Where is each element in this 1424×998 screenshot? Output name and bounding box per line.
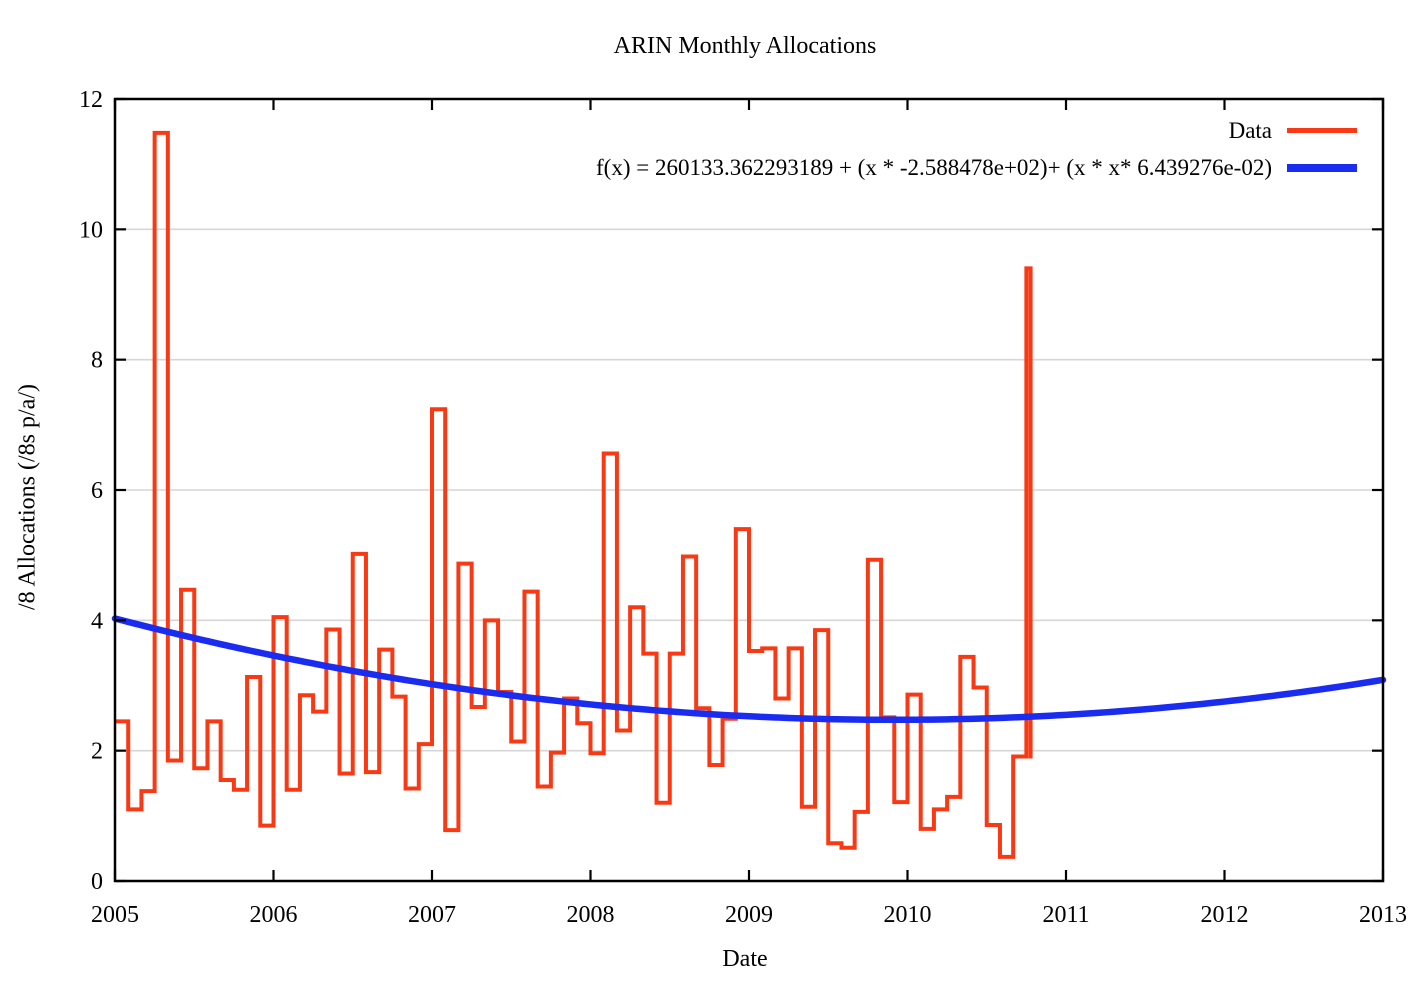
- svg-text:2013: 2013: [1359, 902, 1407, 928]
- svg-text:0: 0: [91, 869, 103, 895]
- svg-text:2005: 2005: [91, 902, 139, 928]
- x-axis-label: Date: [722, 946, 768, 972]
- legend-line-fit-swatch: [1287, 163, 1357, 172]
- svg-text:2009: 2009: [725, 902, 773, 928]
- data-series-path: [115, 130, 1033, 859]
- legend-line-data-swatch: [1287, 128, 1357, 133]
- legend: Data f(x) = 260133.362293189 + (x * -2.5…: [596, 112, 1357, 186]
- svg-text:8: 8: [91, 348, 103, 374]
- fit-curve-path: [111, 615, 1387, 724]
- svg-text:2007: 2007: [408, 902, 456, 928]
- svg-text:2010: 2010: [884, 902, 932, 928]
- svg-text:2012: 2012: [1201, 902, 1249, 928]
- chart-title: ARIN Monthly Allocations: [613, 33, 877, 59]
- y-axis-label: /8 Allocations (/8s p/a/): [14, 384, 41, 610]
- svg-text:10: 10: [79, 217, 103, 243]
- x-tick-labels: 2005 2006 2007 2008 2009 2010 2011 2012 2013: [91, 902, 1407, 928]
- legend-row-fit: f(x) = 260133.362293189 + (x * -2.588478…: [596, 149, 1357, 186]
- grid-lines: [115, 228, 1383, 752]
- svg-text:6: 6: [91, 478, 103, 504]
- svg-text:12: 12: [79, 87, 103, 113]
- legend-row-data: Data: [596, 112, 1357, 149]
- plot-border: [113, 97, 1385, 883]
- svg-text:2: 2: [91, 739, 103, 765]
- y-tick-labels: 0 2 4 6 8 10 12: [79, 87, 103, 895]
- svg-text:2006: 2006: [250, 902, 298, 928]
- legend-label-data: Data: [1228, 117, 1272, 143]
- svg-text:4: 4: [91, 608, 103, 634]
- legend-label-fit: f(x) = 260133.362293189 + (x * -2.588478…: [596, 154, 1272, 180]
- svg-text:2011: 2011: [1042, 902, 1089, 928]
- svg-text:2008: 2008: [567, 902, 615, 928]
